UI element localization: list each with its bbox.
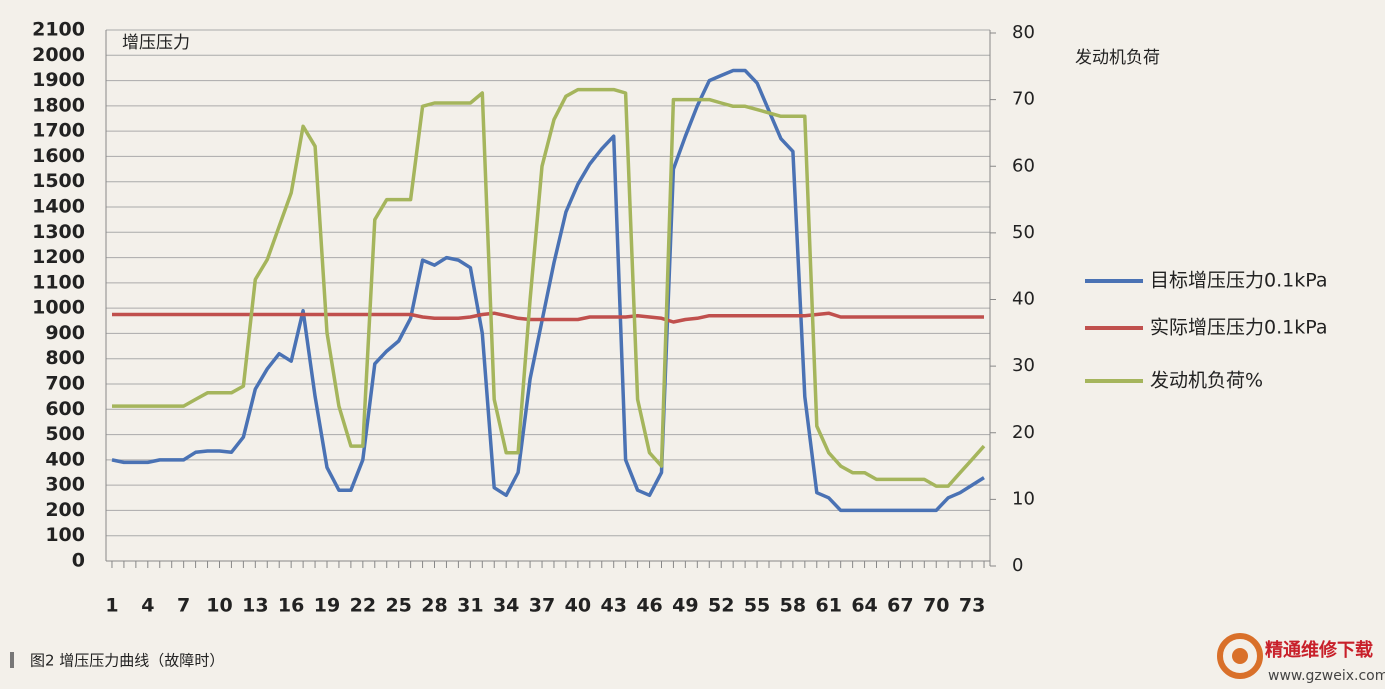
y2-tick-label: 20 xyxy=(1012,422,1035,443)
x-tick-label: 43 xyxy=(600,595,626,617)
x-tick-label: 7 xyxy=(177,595,190,617)
x-tick-label: 16 xyxy=(278,595,304,617)
x-tick-label: 49 xyxy=(672,595,698,617)
series-line xyxy=(112,87,986,488)
x-tick-label: 31 xyxy=(457,595,483,617)
y2-tick-label: 10 xyxy=(1012,488,1035,509)
y-tick-label: 300 xyxy=(45,474,85,496)
y2-tick-label: 40 xyxy=(1012,289,1035,310)
y-tick-label: 100 xyxy=(45,524,85,546)
y-tick-label: 1100 xyxy=(32,271,85,293)
x-tick-label: 70 xyxy=(923,595,949,617)
x-tick-label: 4 xyxy=(141,595,154,617)
x-tick-label: 25 xyxy=(385,595,411,617)
logo-core xyxy=(1232,648,1248,664)
y-tick-label: 800 xyxy=(45,347,85,369)
x-tick-label: 10 xyxy=(206,595,232,617)
x-tick-label: 73 xyxy=(959,595,985,617)
legend-label: 发动机负荷% xyxy=(1150,370,1263,392)
y2-tick-label: 60 xyxy=(1012,155,1035,176)
x-tick-label: 37 xyxy=(529,595,555,617)
series-line xyxy=(112,311,984,324)
y-tick-label: 1300 xyxy=(32,221,85,243)
y-tick-label: 2000 xyxy=(32,44,85,66)
x-tick-label: 1 xyxy=(105,595,118,617)
watermark: 精通维修下载 xyxy=(1265,639,1373,661)
x-tick-label: 40 xyxy=(565,595,591,617)
x-tick-label: 55 xyxy=(744,595,770,617)
series-line xyxy=(111,68,985,513)
legend-label: 实际增压压力0.1kPa xyxy=(1150,317,1327,339)
y-tick-label: 1900 xyxy=(32,69,85,91)
y-tick-label: 700 xyxy=(45,373,85,395)
y-tick-label: 2100 xyxy=(32,19,85,41)
y-tick-label: 1800 xyxy=(32,94,85,116)
y-tick-label: 1700 xyxy=(32,120,85,142)
y-tick-label: 600 xyxy=(45,398,85,420)
x-tick-label: 61 xyxy=(816,595,842,617)
y2-tick-label: 70 xyxy=(1012,89,1035,110)
x-tick-label: 13 xyxy=(242,595,268,617)
caption: 图2 增压压力曲线（故障时） xyxy=(30,652,224,670)
caption-bar xyxy=(10,652,14,668)
y2-tick-label: 50 xyxy=(1012,222,1035,243)
legend-label: 目标增压压力0.1kPa xyxy=(1150,270,1327,292)
x-tick-label: 58 xyxy=(780,595,806,617)
x-tick-label: 34 xyxy=(493,595,519,617)
x-tick-label: 67 xyxy=(887,595,913,617)
x-tick-label: 19 xyxy=(314,595,340,617)
y2-axis-label: 发动机负荷 xyxy=(1075,48,1160,68)
logo xyxy=(1217,633,1263,679)
x-tick-label: 52 xyxy=(708,595,734,617)
y-tick-label: 1200 xyxy=(32,246,85,268)
y-tick-label: 1400 xyxy=(32,196,85,218)
y-tick-label: 1500 xyxy=(32,170,85,192)
y2-tick-label: 80 xyxy=(1012,22,1035,43)
x-tick-label: 46 xyxy=(636,595,662,617)
y-tick-label: 500 xyxy=(45,423,85,445)
y-tick-label: 1600 xyxy=(32,145,85,167)
y-tick-label: 1000 xyxy=(32,297,85,319)
y2-tick-label: 0 xyxy=(1012,555,1023,576)
y-tick-label: 400 xyxy=(45,448,85,470)
x-tick-label: 28 xyxy=(421,595,447,617)
x-tick-label: 64 xyxy=(851,595,877,617)
watermark-url: www.gzweix.com xyxy=(1268,668,1385,684)
y-tick-label: 200 xyxy=(45,499,85,521)
y2-tick-label: 30 xyxy=(1012,355,1035,376)
x-tick-label: 22 xyxy=(350,595,376,617)
y-tick-label: 900 xyxy=(45,322,85,344)
y-axis-label: 增压压力 xyxy=(122,33,190,53)
y-tick-label: 0 xyxy=(72,550,85,572)
